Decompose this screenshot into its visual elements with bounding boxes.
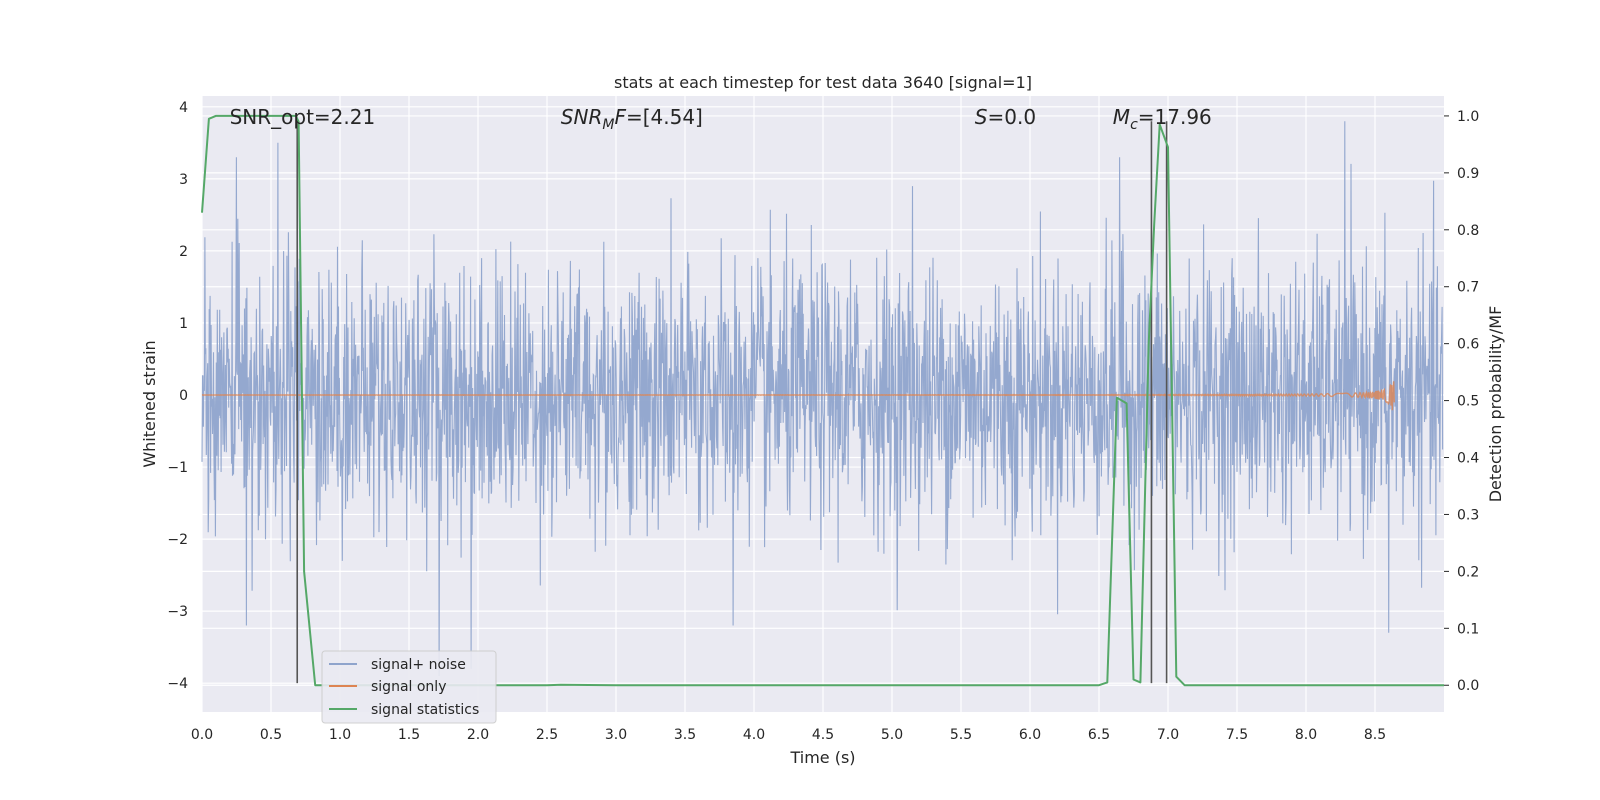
x-tick-label: 1.0 <box>329 727 351 743</box>
y-tick-label: 3 <box>179 172 188 188</box>
y2-tick-label: 0.4 <box>1457 451 1479 467</box>
legend: signal+ noise signal only signal statist… <box>321 650 497 724</box>
noise-series <box>201 121 1444 677</box>
statistics-series <box>201 114 1444 687</box>
y-tick-label: −3 <box>167 604 188 620</box>
x-tick-label: 4.0 <box>743 727 765 743</box>
y-tick-label: −2 <box>167 532 188 548</box>
legend-label-statistics: signal statistics <box>371 702 479 718</box>
y-tick-label: −1 <box>167 460 188 476</box>
x-tick-label: 2.0 <box>467 727 489 743</box>
legend-label-noise: signal+ noise <box>371 657 466 673</box>
y-axis-label: Whitened strain <box>140 340 159 467</box>
x-tick-label: 2.5 <box>536 727 558 743</box>
series-signal-noise <box>201 121 1444 677</box>
y2-axis-label: Detection probability/MF <box>1486 306 1505 503</box>
legend-box <box>321 650 497 724</box>
tick-labels: 0.0 0.5 1.0 1.5 2.0 2.5 3.0 3.5 4.0 4.5 5.0 5.5 6.0 6… <box>167 100 1479 743</box>
y2-tick-label: 0.8 <box>1457 223 1479 239</box>
x-tick-label: 0.0 <box>191 727 213 743</box>
x-tick-label: 8.0 <box>1295 727 1317 743</box>
x-tick-label: 7.0 <box>1157 727 1179 743</box>
y2-tick-label: 0.7 <box>1457 280 1479 296</box>
annotation-text: Mc=17.96 <box>1113 105 1212 133</box>
y2-tick-label: 0.1 <box>1457 621 1479 637</box>
y2-tick-label: 0.5 <box>1457 394 1479 410</box>
y2-tick-label: 0.9 <box>1457 166 1479 182</box>
x-tick-label: 3.0 <box>605 727 627 743</box>
x-tick-label: 3.5 <box>674 727 696 743</box>
annotation-text: SNR_opt=2.21 <box>230 105 376 129</box>
x-tick-label: 6.5 <box>1088 727 1110 743</box>
y2-tick-label: 0.0 <box>1457 678 1479 694</box>
annotations: SNR_opt=2.21 SNRMF=[4.54] S=0.0 Mc=17.96 <box>230 105 1212 133</box>
y2-tick-label: 0.3 <box>1457 507 1479 523</box>
y-tick-label: 0 <box>179 388 188 404</box>
legend-label-signal: signal only <box>371 679 446 695</box>
signal-series <box>201 381 1395 411</box>
annotation-text: S=0.0 <box>975 105 1036 129</box>
vertical-lines <box>296 121 1168 684</box>
annotation-text: SNRMF=[4.54] <box>561 105 703 133</box>
x-tick-label: 4.5 <box>812 727 834 743</box>
x-tick-label: 6.0 <box>1019 727 1041 743</box>
x-tick-label: 1.5 <box>398 727 420 743</box>
x-tick-label: 0.5 <box>260 727 282 743</box>
series-signal-only <box>201 381 1395 411</box>
x-axis-label: Time (s) <box>789 748 855 767</box>
series-signal-statistics <box>201 114 1444 687</box>
chart-title: stats at each timestep for test data 364… <box>614 73 1032 92</box>
y2-tick-label: 0.2 <box>1457 564 1479 580</box>
y2-tick-label: 0.6 <box>1457 337 1479 353</box>
y-tick-label: −4 <box>167 676 188 692</box>
x-tick-label: 7.5 <box>1226 727 1248 743</box>
x-tick-label: 8.5 <box>1364 727 1386 743</box>
y-tick-label: 2 <box>179 244 188 260</box>
y2-tick-label: 1.0 <box>1457 109 1479 125</box>
y-tick-label: 1 <box>179 316 188 332</box>
x-tick-label: 5.5 <box>950 727 972 743</box>
y-tick-label: 4 <box>179 100 188 116</box>
x-tick-label: 5.0 <box>881 727 903 743</box>
